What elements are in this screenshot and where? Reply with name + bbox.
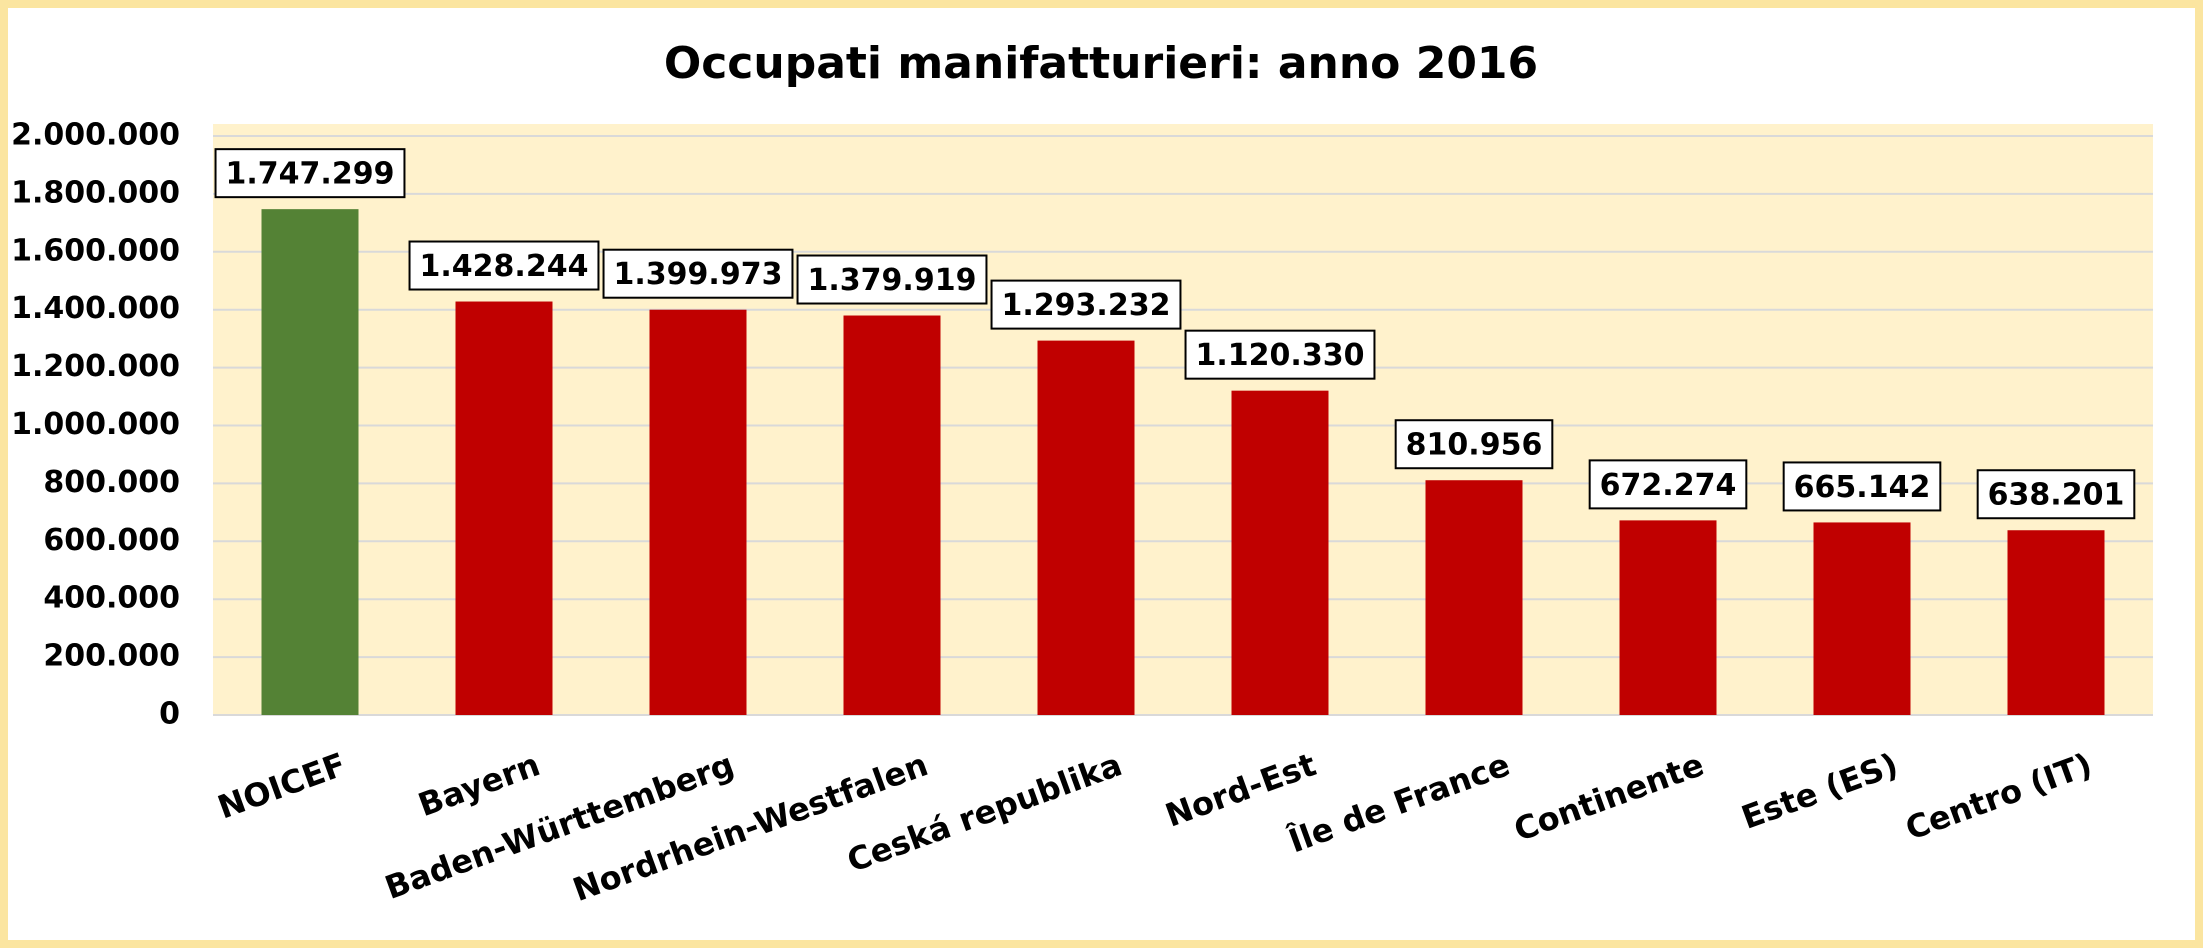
- bar: [455, 301, 553, 715]
- bar: [1619, 520, 1717, 715]
- data-label: 1.293.232: [1002, 288, 1171, 323]
- data-label-box: [990, 279, 1182, 330]
- bar: [1037, 340, 1135, 715]
- y-tick-label: 1.400.000: [11, 291, 180, 326]
- data-label: 1.399.973: [614, 257, 783, 292]
- data-label-box: [1588, 459, 1748, 510]
- bar: [649, 309, 747, 715]
- bar: [1425, 480, 1523, 715]
- y-tick-label: 1.000.000: [11, 407, 180, 442]
- bar: [843, 315, 941, 715]
- data-label: 1.379.919: [808, 263, 977, 298]
- y-tick-label: 0: [159, 697, 180, 732]
- data-label-box: [1782, 461, 1942, 512]
- y-tick-label: 1.600.000: [11, 233, 180, 268]
- data-label-box: [1394, 419, 1554, 470]
- data-label-box: [602, 248, 794, 299]
- y-tick-label: 600.000: [43, 523, 180, 558]
- data-label-box: [214, 148, 406, 199]
- data-label: 1.747.299: [226, 157, 395, 192]
- y-tick-label: 1.200.000: [11, 349, 180, 384]
- data-label-box: [1184, 329, 1376, 380]
- bar: [1231, 390, 1329, 715]
- data-label: 1.428.244: [420, 249, 589, 284]
- data-label: 672.274: [1600, 468, 1737, 503]
- y-tick-label: 200.000: [43, 639, 180, 674]
- data-label: 638.201: [1988, 478, 2125, 513]
- y-tick-label: 2.000.000: [11, 118, 180, 153]
- data-label: 1.120.330: [1196, 338, 1365, 373]
- bar: [2007, 530, 2105, 715]
- data-label-box: [408, 240, 600, 291]
- y-tick-label: 1.800.000: [11, 175, 180, 210]
- data-label: 665.142: [1794, 470, 1931, 505]
- y-tick-label: 400.000: [43, 581, 180, 616]
- chart-title: Occupati manifatturieri: anno 2016: [664, 38, 1538, 89]
- bar: [261, 209, 359, 716]
- data-label-box: [1976, 469, 2136, 520]
- data-label: 810.956: [1406, 428, 1543, 463]
- bar: [1813, 522, 1911, 715]
- y-tick-label: 800.000: [43, 465, 180, 500]
- data-label-box: [796, 254, 988, 305]
